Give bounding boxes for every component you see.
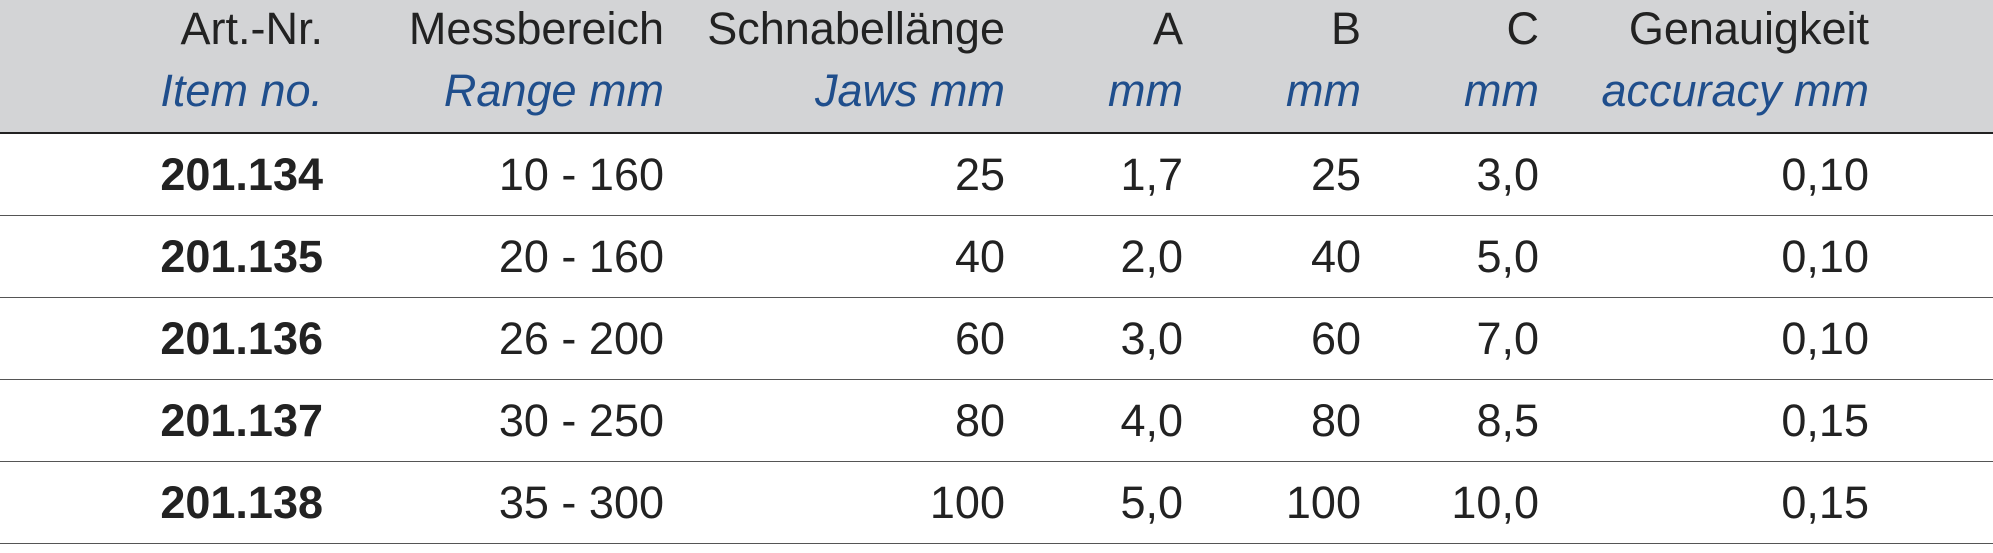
jaws-value: 60 (954, 313, 1005, 364)
item-number: 201.137 (160, 395, 323, 446)
b-value: 80 (1310, 395, 1361, 446)
item-number: 201.135 (160, 231, 323, 282)
a-value: 1,7 (1120, 149, 1183, 200)
header-item-no-de: Art.-Nr. (180, 3, 324, 54)
range-value: 35 - 300 (498, 477, 664, 528)
range-value: 20 - 160 (498, 231, 664, 282)
a-value: 4,0 (1120, 395, 1183, 446)
item-number: 201.134 (160, 149, 323, 200)
jaws-value: 25 (954, 149, 1005, 200)
accuracy-value: 0,10 (1781, 231, 1869, 282)
table-row: 201.138 35 - 300 100 5,0 100 10,0 0,15 (0, 462, 1993, 544)
jaws-value: 80 (954, 395, 1005, 446)
header-c-de: C (1506, 3, 1540, 54)
accuracy-value: 0,15 (1781, 477, 1869, 528)
table-row: 201.137 30 - 250 80 4,0 80 8,5 0,15 (0, 380, 1993, 462)
jaws-value: 100 (929, 477, 1005, 528)
header-item-no-en: Item no. (160, 65, 323, 116)
accuracy-value: 0,10 (1781, 313, 1869, 364)
c-value: 8,5 (1476, 395, 1539, 446)
b-value: 25 (1310, 149, 1361, 200)
b-value: 40 (1310, 231, 1361, 282)
header-jaws-de: Schnabellänge (707, 3, 1005, 54)
item-number: 201.136 (160, 313, 323, 364)
header-b-en: mm (1286, 65, 1361, 116)
header-accuracy-de: Genauigkeit (1628, 3, 1869, 54)
header-accuracy-en: accuracy mm (1601, 65, 1869, 116)
range-value: 26 - 200 (498, 313, 664, 364)
table-header: Art.-Nr. Item no. Messbereich Range mm S… (0, 0, 1993, 134)
range-value: 30 - 250 (498, 395, 664, 446)
c-value: 7,0 (1476, 313, 1539, 364)
a-value: 3,0 (1120, 313, 1183, 364)
table-row: 201.136 26 - 200 60 3,0 60 7,0 0,10 (0, 298, 1993, 380)
c-value: 3,0 (1476, 149, 1539, 200)
jaws-value: 40 (954, 231, 1005, 282)
header-range-de: Messbereich (408, 3, 664, 54)
b-value: 60 (1310, 313, 1361, 364)
item-number: 201.138 (160, 477, 323, 528)
accuracy-value: 0,15 (1781, 395, 1869, 446)
header-a-de: A (1152, 3, 1183, 54)
range-value: 10 - 160 (498, 149, 664, 200)
a-value: 2,0 (1120, 231, 1183, 282)
header-range-en: Range mm (443, 65, 664, 116)
a-value: 5,0 (1120, 477, 1183, 528)
table-row: 201.134 10 - 160 25 1,7 25 3,0 0,10 (0, 134, 1993, 216)
accuracy-value: 0,10 (1781, 149, 1869, 200)
c-value: 10,0 (1451, 477, 1539, 528)
b-value: 100 (1285, 477, 1361, 528)
header-c-en: mm (1464, 65, 1539, 116)
table-row: 201.135 20 - 160 40 2,0 40 5,0 0,10 (0, 216, 1993, 298)
c-value: 5,0 (1476, 231, 1539, 282)
header-a-en: mm (1108, 65, 1183, 116)
header-b-de: B (1330, 3, 1361, 54)
header-jaws-en: Jaws mm (815, 65, 1005, 116)
